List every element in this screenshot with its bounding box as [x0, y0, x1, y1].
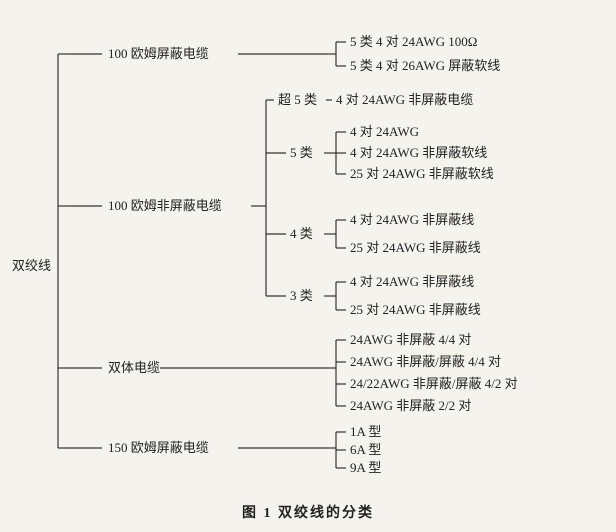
b2-cat-c0-leaf: 4 对 24AWG 非屏蔽电缆 — [336, 93, 473, 106]
branch-b4-label: 150 欧姆屏蔽电缆 — [108, 441, 209, 454]
b4-leaf-2: 9A 型 — [350, 461, 381, 474]
b2-cat-c3-label: 3 类 — [290, 289, 313, 302]
b2-c2-leaf-0: 4 对 24AWG 非屏蔽线 — [350, 213, 474, 226]
b4-leaf-1: 6A 型 — [350, 443, 381, 456]
b2-c3-leaf-0: 4 对 24AWG 非屏蔽线 — [350, 275, 474, 288]
b2-cat-c0-label: 超 5 类 — [278, 93, 317, 106]
b4-leaf-0: 1A 型 — [350, 425, 381, 438]
figure-caption: 图 1 双绞线的分类 — [0, 502, 616, 522]
b1-leaf-0: 5 类 4 对 24AWG 100Ω — [350, 35, 477, 48]
b2-c1-leaf-0: 4 对 24AWG — [350, 125, 419, 138]
b2-cat-c1-label: 5 类 — [290, 146, 313, 159]
b3-leaf-2: 24/22AWG 非屏蔽/屏蔽 4/2 对 — [350, 377, 518, 390]
b1-leaf-1: 5 类 4 对 26AWG 屏蔽软线 — [350, 59, 500, 72]
b2-c3-leaf-1: 25 对 24AWG 非屏蔽线 — [350, 303, 481, 316]
b2-c1-leaf-1: 4 对 24AWG 非屏蔽软线 — [350, 146, 487, 159]
b3-leaf-1: 24AWG 非屏蔽/屏蔽 4/4 对 — [350, 355, 501, 368]
b2-c2-leaf-1: 25 对 24AWG 非屏蔽线 — [350, 241, 481, 254]
b3-leaf-3: 24AWG 非屏蔽 2/2 对 — [350, 399, 471, 412]
branch-b3-label: 双体电缆 — [108, 361, 160, 374]
branch-b1-label: 100 欧姆屏蔽电缆 — [108, 47, 209, 60]
b3-leaf-0: 24AWG 非屏蔽 4/4 对 — [350, 333, 471, 346]
tree-lines — [0, 0, 616, 532]
b2-cat-c2-label: 4 类 — [290, 227, 313, 240]
root-label: 双绞线 — [12, 259, 51, 272]
branch-b2-label: 100 欧姆非屏蔽电缆 — [108, 199, 222, 212]
b2-c1-leaf-2: 25 对 24AWG 非屏蔽软线 — [350, 167, 494, 180]
